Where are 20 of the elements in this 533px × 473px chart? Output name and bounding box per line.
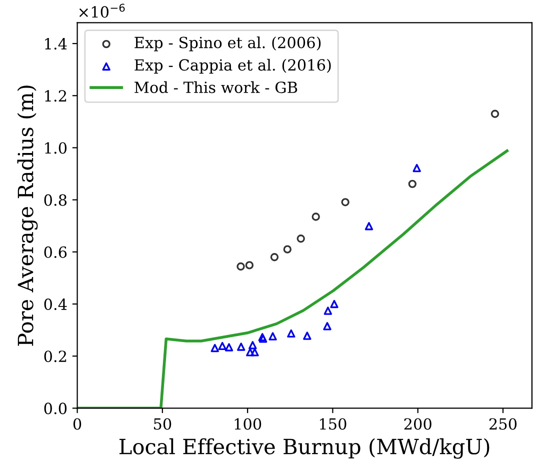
y-axis-title: Pore Average Radius (m) — [17, 86, 38, 346]
legend-label: Exp - Spino et al. (2006) — [134, 36, 321, 52]
legend-label: Exp - Cappia et al. (2016) — [134, 58, 331, 74]
y-tick-label: 1.0 — [45, 142, 67, 154]
x-tick-label: 150 — [320, 418, 346, 430]
x-tick-label: 0 — [73, 418, 82, 430]
x-tick-label: 200 — [404, 418, 432, 430]
legend-label: Mod - This work - GB — [134, 81, 298, 94]
y-tick-label: 1.4 — [45, 38, 67, 50]
x-tick-label: 250 — [489, 418, 517, 430]
x-axis-title: Local Effective Burnup (MWd/kgU) — [120, 438, 490, 459]
y-tick-label: 0.4 — [44, 298, 67, 310]
y-tick-label: 0.6 — [44, 246, 67, 258]
x-tick-label: 100 — [234, 418, 262, 430]
y-tick-label: 1.2 — [45, 90, 66, 102]
y-tick-label: 0.0 — [44, 402, 67, 414]
y-tick-label: 0.2 — [44, 350, 66, 362]
y-tick-label: 0.8 — [44, 194, 67, 206]
x-tick-label: 50 — [154, 418, 172, 430]
text: ×10$^{−6}$ — [79, 4, 125, 18]
